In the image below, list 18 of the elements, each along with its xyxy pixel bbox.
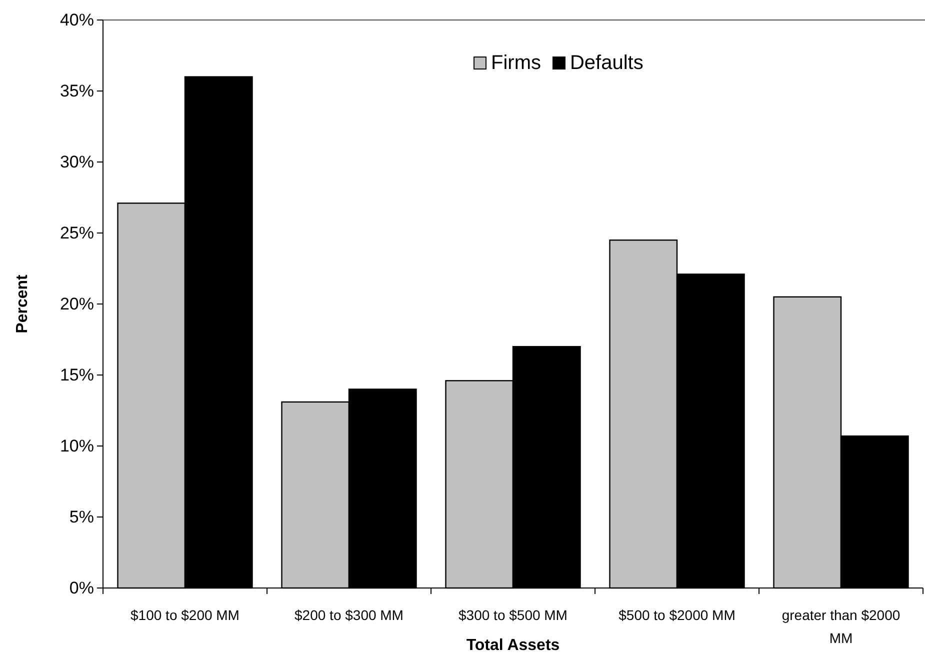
y-tick-label: 15% — [60, 365, 94, 384]
y-tick-label: 35% — [60, 81, 94, 100]
x-tick-label: $100 to $200 MM — [130, 607, 240, 623]
y-tick-label: 30% — [60, 152, 94, 172]
legend-label: Firms — [491, 52, 541, 74]
x-tick-label: $500 to $2000 MM — [618, 607, 736, 623]
legend-label: Defaults — [570, 52, 644, 74]
y-tick-label: 40% — [60, 10, 94, 30]
y-tick-label: 10% — [60, 436, 94, 456]
y-tick-label: 5% — [69, 507, 94, 526]
y-tick-label: 20% — [60, 294, 94, 314]
x-axis-title: Total Assets — [466, 637, 560, 654]
y-axis-title: Percent — [14, 274, 31, 334]
x-tick-label: greater than $2000 MM — [782, 607, 900, 646]
x-tick-label: $200 to $300 MM — [294, 607, 404, 623]
y-tick-label: 0% — [69, 578, 94, 598]
y-tick-label: 25% — [60, 223, 94, 242]
x-tick-label: $300 to $500 MM — [458, 607, 568, 623]
